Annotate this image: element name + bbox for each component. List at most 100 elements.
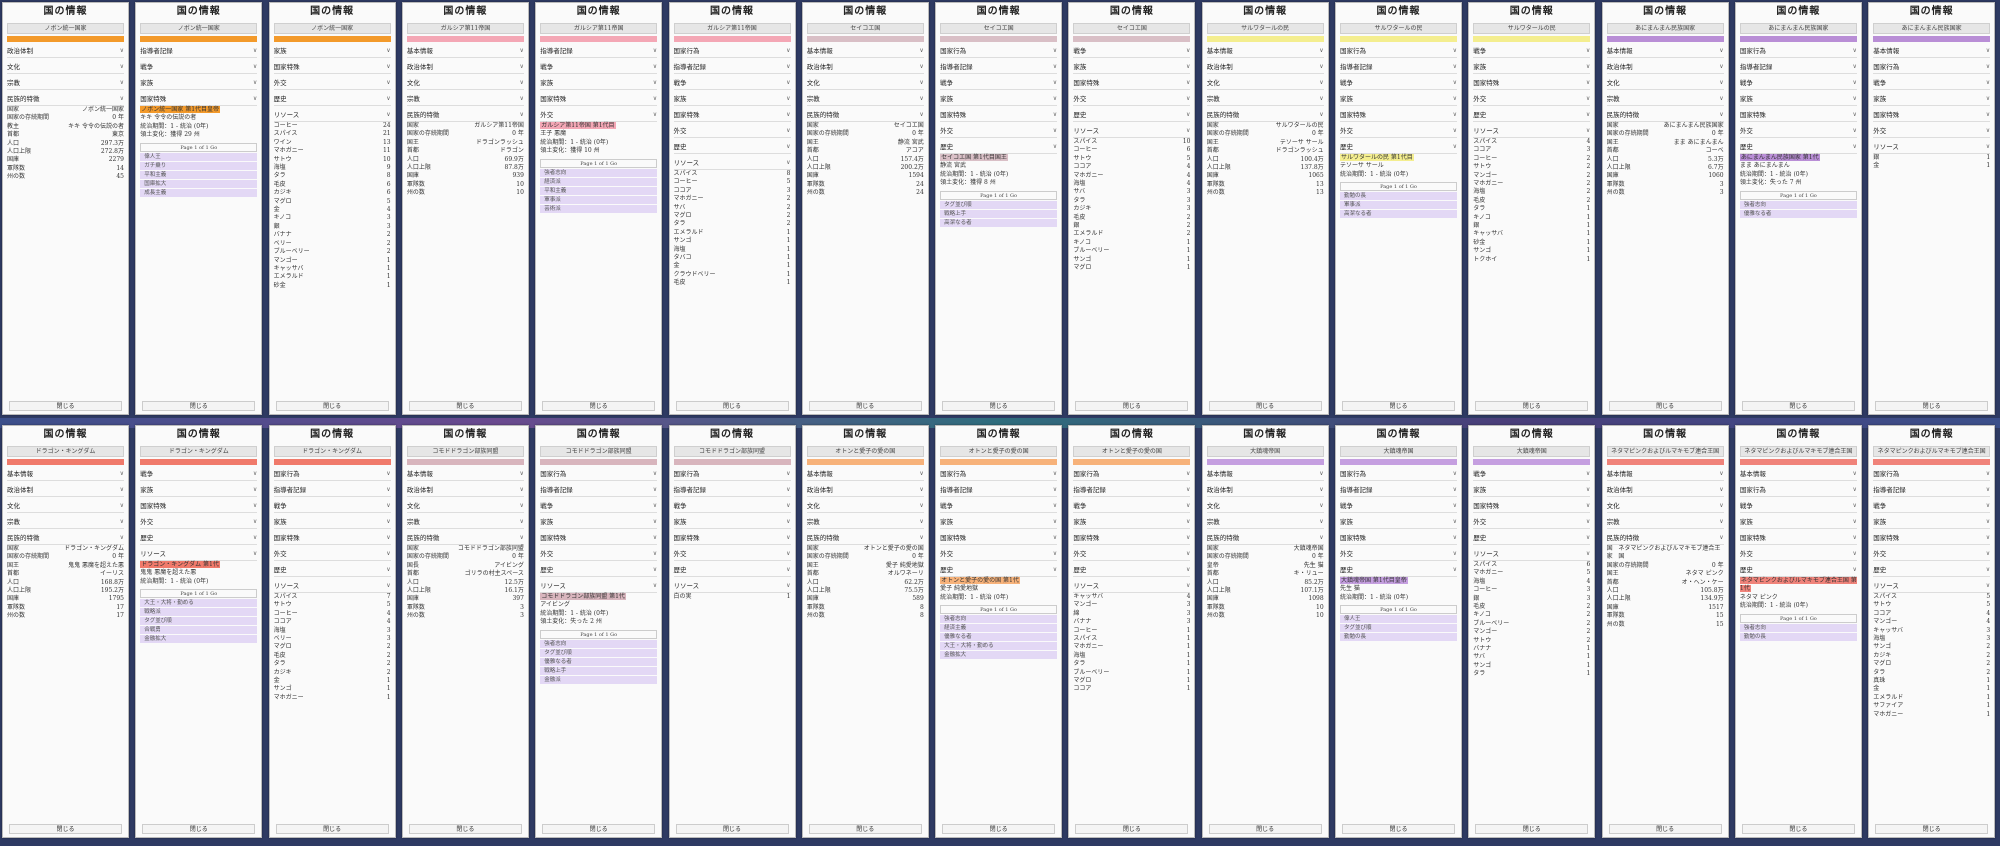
section-header[interactable]: 民族的特徴 ∨	[1206, 533, 1324, 545]
section-header[interactable]: 宗教 ∨	[406, 517, 524, 529]
trait-tag[interactable]: タグ並び順	[140, 617, 258, 626]
section-header[interactable]: 戦争 ∨	[1340, 501, 1457, 513]
section-header[interactable]: 文化 ∨	[406, 78, 524, 90]
close-button[interactable]: 閉じる	[675, 401, 789, 411]
section-header[interactable]: 宗教 ∨	[7, 517, 124, 529]
section-header[interactable]: リソース ∨	[673, 158, 791, 170]
section-header[interactable]: 国家行為 ∨	[1739, 485, 1857, 497]
section-header[interactable]: 文化 ∨	[1206, 78, 1324, 90]
section-header[interactable]: 民族的特徴 ∨	[806, 533, 924, 545]
section-header[interactable]: 戦争 ∨	[540, 62, 658, 74]
section-header[interactable]: 指導者記録 ∨	[540, 46, 658, 58]
section-header[interactable]: 文化 ∨	[1206, 501, 1324, 513]
section-header[interactable]: 家族 ∨	[1739, 94, 1857, 106]
section-header[interactable]: 国家特殊 ∨	[1340, 110, 1457, 122]
section-header[interactable]: 文化 ∨	[7, 62, 124, 74]
section-header[interactable]: 指導者記録 ∨	[1739, 62, 1857, 74]
section-header[interactable]: 家族 ∨	[1473, 62, 1591, 74]
section-header[interactable]: 戦争 ∨	[1873, 501, 1991, 513]
section-header[interactable]: 国家特殊 ∨	[1739, 110, 1857, 122]
trait-tag[interactable]: 戦略上手	[540, 666, 658, 675]
trait-tag[interactable]: 合戦勇	[140, 626, 258, 635]
close-button[interactable]: 閉じる	[1475, 824, 1589, 834]
trait-tag[interactable]: 優雅なる者	[540, 657, 658, 666]
section-header[interactable]: 国家特殊 ∨	[1473, 501, 1591, 513]
close-button[interactable]: 閉じる	[542, 401, 656, 411]
section-header[interactable]: 文化 ∨	[7, 501, 124, 513]
section-header[interactable]: リソース ∨	[140, 549, 258, 561]
section-header[interactable]: 歴史 ∨	[673, 142, 791, 154]
section-header[interactable]: 歴史 ∨	[1473, 533, 1591, 545]
pager[interactable]: Page 1 of 1 Go	[540, 158, 658, 168]
trait-tag[interactable]: 平和主義	[540, 186, 658, 195]
section-header[interactable]: 国家特殊 ∨	[673, 533, 791, 545]
trait-tag[interactable]: 優雅なる者	[940, 633, 1058, 642]
section-header[interactable]: 基本情報 ∨	[1206, 46, 1324, 58]
section-header[interactable]: 戦争 ∨	[140, 469, 258, 481]
section-header[interactable]: リソース ∨	[540, 581, 658, 593]
section-header[interactable]: 歴史 ∨	[1739, 142, 1857, 154]
trait-tag[interactable]: 芸術派	[540, 204, 658, 213]
close-button[interactable]: 閉じる	[142, 824, 256, 834]
section-header[interactable]: 国家行為 ∨	[1073, 469, 1191, 481]
section-header[interactable]: 国家特殊 ∨	[1073, 78, 1191, 90]
section-header[interactable]: 家族 ∨	[540, 517, 658, 529]
section-header[interactable]: 外交 ∨	[1473, 94, 1591, 106]
section-header[interactable]: 歴史 ∨	[1473, 110, 1591, 122]
section-header[interactable]: 指導者記録 ∨	[940, 485, 1058, 497]
section-header[interactable]: 国家特殊 ∨	[1340, 533, 1457, 545]
section-header[interactable]: 民族的特徴 ∨	[806, 110, 924, 122]
section-header[interactable]: 家族 ∨	[273, 46, 391, 58]
section-header[interactable]: 歴史 ∨	[273, 565, 391, 577]
section-header[interactable]: 外交 ∨	[673, 126, 791, 138]
section-header[interactable]: 家族 ∨	[1873, 517, 1991, 529]
trait-tag[interactable]: 優雅なる者	[1739, 209, 1857, 218]
section-header[interactable]: 家族 ∨	[140, 78, 258, 90]
trait-tag[interactable]: 平和主義	[140, 170, 258, 179]
section-header[interactable]: 文化 ∨	[1606, 78, 1724, 90]
section-header[interactable]: リソース ∨	[1873, 581, 1991, 593]
section-header[interactable]: 政治体制 ∨	[1606, 62, 1724, 74]
section-header[interactable]: 指導者記録 ∨	[673, 62, 791, 74]
section-header[interactable]: 戦争 ∨	[673, 501, 791, 513]
section-header[interactable]: 基本情報 ∨	[806, 46, 924, 58]
section-header[interactable]: 基本情報 ∨	[806, 469, 924, 481]
trait-tag[interactable]: 成長主義	[140, 188, 258, 197]
close-button[interactable]: 閉じる	[1875, 401, 1989, 411]
section-header[interactable]: 文化 ∨	[806, 501, 924, 513]
trait-tag[interactable]: 軍事派	[540, 195, 658, 204]
section-header[interactable]: 国家特殊 ∨	[940, 533, 1058, 545]
section-header[interactable]: 政治体制 ∨	[1606, 485, 1724, 497]
section-header[interactable]: 政治体制 ∨	[806, 62, 924, 74]
section-header[interactable]: 国家行為 ∨	[1739, 46, 1857, 58]
section-header[interactable]: 宗教 ∨	[1206, 94, 1324, 106]
section-header[interactable]: 家族 ∨	[673, 94, 791, 106]
section-header[interactable]: 国家行為 ∨	[1340, 46, 1457, 58]
section-header[interactable]: 国家特殊 ∨	[273, 62, 391, 74]
section-header[interactable]: 基本情報 ∨	[1606, 469, 1724, 481]
trait-tag[interactable]: 大王・大将・勤める	[940, 642, 1058, 651]
section-header[interactable]: 国家特殊 ∨	[273, 533, 391, 545]
section-header[interactable]: 基本情報 ∨	[1739, 469, 1857, 481]
close-button[interactable]: 閉じる	[1608, 401, 1722, 411]
trait-tag[interactable]: 大王・大将・勤める	[140, 599, 258, 608]
close-button[interactable]: 閉じる	[808, 824, 922, 834]
section-header[interactable]: 家族 ∨	[1340, 94, 1457, 106]
section-header[interactable]: 外交 ∨	[1073, 94, 1191, 106]
section-header[interactable]: 指導者記録 ∨	[540, 485, 658, 497]
section-header[interactable]: 歴史 ∨	[140, 533, 258, 545]
pager[interactable]: Page 1 of 1 Go	[1340, 605, 1457, 615]
section-header[interactable]: 戦争 ∨	[1739, 78, 1857, 90]
trait-tag[interactable]: 偉人王	[1340, 615, 1457, 624]
close-button[interactable]: 閉じる	[9, 401, 122, 411]
section-header[interactable]: 家族 ∨	[1073, 62, 1191, 74]
section-header[interactable]: 外交 ∨	[1739, 549, 1857, 561]
section-header[interactable]: 戦争 ∨	[1739, 501, 1857, 513]
section-header[interactable]: リソース ∨	[1473, 126, 1591, 138]
section-header[interactable]: 家族 ∨	[540, 78, 658, 90]
section-header[interactable]: 戦争 ∨	[273, 501, 391, 513]
section-header[interactable]: 文化 ∨	[806, 78, 924, 90]
trait-tag[interactable]: 高潔なる者	[1340, 210, 1457, 219]
trait-tag[interactable]: 強者志向	[540, 168, 658, 177]
close-button[interactable]: 閉じる	[1741, 401, 1855, 411]
